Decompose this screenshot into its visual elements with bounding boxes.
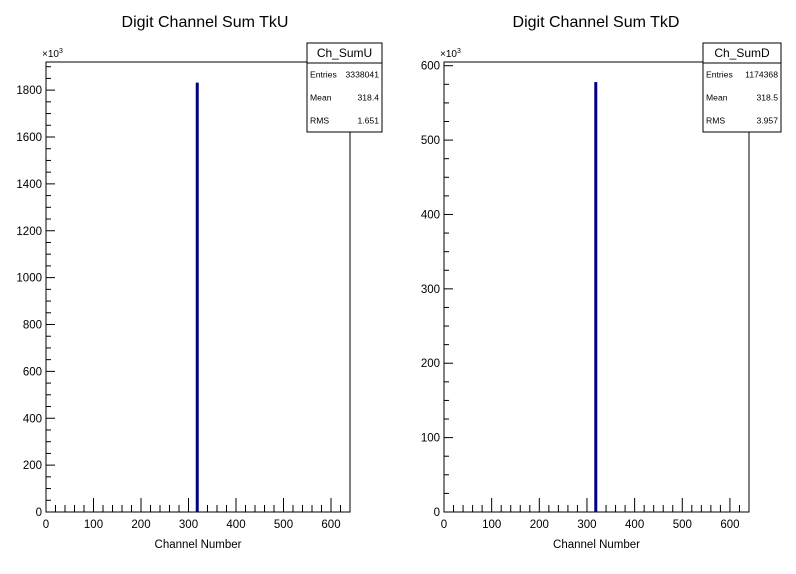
x-tick-label: 400: [226, 519, 245, 531]
x-tick-label: 200: [530, 519, 549, 531]
y-tick-label: 600: [23, 366, 42, 378]
y-tick-label: 1800: [16, 85, 42, 97]
y-multiplier-label: ×103: [42, 48, 63, 60]
stats-label: Mean: [706, 93, 728, 103]
stats-box: [306, 42, 383, 133]
y-tick-label: 1200: [16, 226, 42, 238]
y-tick-label: 400: [23, 413, 42, 425]
y-tick-label: 0: [434, 507, 440, 519]
x-tick-label: 0: [43, 519, 49, 531]
stats-value: 1.651: [357, 116, 379, 126]
y-multiplier-exponent: 3: [457, 48, 461, 55]
y-multiplier-label: ×103: [440, 48, 461, 60]
x-tick-label: 100: [482, 519, 501, 531]
histogram-panel-tku: Digit Channel Sum TkU0200400600800100012…: [16, 14, 383, 551]
stats-label: Entries: [310, 70, 337, 80]
stats-label: Mean: [310, 93, 332, 103]
stats-value: 318.4: [357, 93, 379, 103]
stats-value: 1174368: [745, 70, 778, 80]
x-axis-label: Channel Number: [553, 539, 640, 551]
x-axis-label: Channel Number: [155, 539, 242, 551]
y-tick-label: 1400: [16, 179, 42, 191]
y-tick-label: 500: [421, 135, 440, 147]
stats-label: RMS: [310, 116, 329, 126]
stats-label: RMS: [706, 116, 725, 126]
stats-name: Ch_SumU: [317, 46, 372, 60]
stats-value: 3338041: [346, 70, 380, 80]
x-tick-label: 600: [720, 519, 739, 531]
y-tick-label: 1000: [16, 273, 42, 285]
x-tick-label: 300: [179, 519, 198, 531]
stats-value: 318.5: [756, 93, 778, 103]
chart-title: Digit Channel Sum TkD: [513, 14, 680, 31]
y-tick-label: 1600: [16, 132, 42, 144]
stats-box: [702, 42, 782, 133]
x-tick-label: 500: [274, 519, 293, 531]
x-tick-label: 0: [441, 519, 447, 531]
y-tick-label: 100: [421, 433, 440, 445]
y-tick-label: 800: [23, 320, 42, 332]
histogram-panel-tkd: Digit Channel Sum TkD 0 100 200 300 400 500 600…: [421, 14, 782, 551]
y-tick-label: 300: [421, 284, 440, 296]
x-tick-label: 600: [321, 519, 340, 531]
histogram-bar: [594, 82, 598, 512]
histogram-bar: [195, 82, 199, 512]
stats-value: 3.957: [756, 116, 778, 126]
y-tick-label: 200: [421, 358, 440, 370]
chart-title: Digit Channel Sum TkU: [122, 14, 289, 31]
y-tick-label: 0: [36, 507, 42, 519]
y-tick-label: 200: [23, 460, 42, 472]
y-multiplier-exponent: 3: [59, 48, 63, 55]
y-tick-label: 400: [421, 209, 440, 221]
x-tick-label: 400: [625, 519, 644, 531]
x-tick-label: 200: [131, 519, 150, 531]
y-tick-label: 600: [421, 61, 440, 73]
x-tick-label: 300: [577, 519, 596, 531]
stats-name: Ch_SumD: [714, 46, 770, 60]
x-tick-label: 100: [84, 519, 103, 531]
stats-label: Entries: [706, 70, 733, 80]
x-tick-label: 500: [673, 519, 692, 531]
